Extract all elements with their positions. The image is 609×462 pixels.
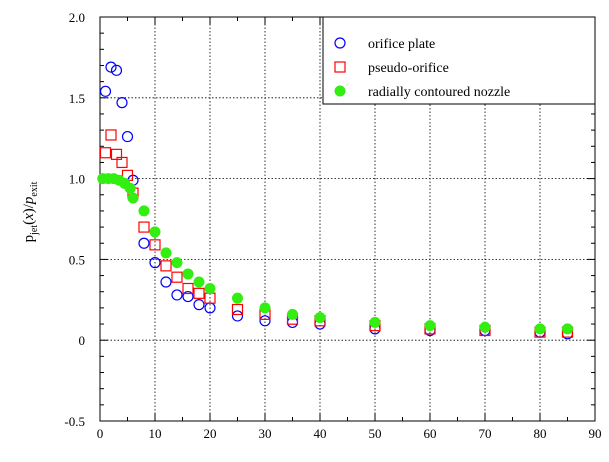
legend-label-radially-contoured-nozzle: radially contoured nozzle (368, 85, 510, 100)
x-tick-label: 70 (479, 426, 492, 441)
radially-contoured-nozzle-point (562, 323, 573, 335)
radially-contoured-nozzle-point (479, 321, 491, 333)
orifice-plate-point (193, 299, 205, 311)
orifice-plate-point (121, 130, 134, 143)
orifice-plate-point (116, 97, 128, 109)
pseudo-orifice-point (231, 303, 244, 316)
radially-contoured-nozzle-point (127, 192, 139, 204)
orifice-plate-point (171, 289, 183, 301)
radially-contoured-nozzle-point (149, 226, 161, 238)
orifice-plate-point (182, 290, 194, 303)
x-tick-label: 30 (259, 426, 272, 441)
radially-contoured-nozzle-point (424, 320, 436, 332)
pseudo-orifice-point (138, 221, 150, 233)
x-tick-label: 0 (97, 426, 104, 441)
x-tick-label: 60 (424, 426, 437, 441)
legend-label-pseudo-orifice: pseudo-orifice (368, 61, 449, 76)
data-markers (97, 61, 574, 340)
y-tick-label: 0 (79, 333, 86, 348)
y-tick-label: 0.5 (69, 252, 85, 267)
legend-marker-radially-contoured-nozzle (334, 85, 346, 97)
radially-contoured-nozzle-point (171, 257, 183, 269)
radially-contoured-nozzle-point (182, 268, 194, 280)
x-tick-label: 40 (314, 426, 327, 441)
pseudo-orifice-point (116, 156, 128, 169)
x-tick-label: 80 (534, 426, 547, 441)
y-tick-label: 1.0 (69, 172, 85, 187)
radially-contoured-nozzle-point (314, 312, 326, 324)
pseudo-orifice-point (105, 129, 117, 141)
orifice-plate-point (259, 315, 271, 327)
orifice-plate-point (231, 310, 244, 322)
y-axis-label: pjet(x)/pexit (21, 181, 40, 242)
radially-contoured-nozzle-point (259, 302, 271, 314)
pseudo-orifice-point (99, 147, 112, 159)
radially-contoured-nozzle-point (193, 276, 205, 288)
x-tick-label: 10 (149, 426, 162, 441)
radially-contoured-nozzle-point (138, 205, 150, 217)
radially-contoured-nozzle-point (369, 316, 381, 328)
radially-contoured-nozzle-point (160, 247, 172, 259)
legend-box (322, 16, 596, 105)
radially-contoured-nozzle-point (534, 323, 546, 335)
radially-contoured-nozzle-point (287, 308, 298, 320)
pseudo-orifice-point (160, 260, 172, 272)
x-tick-label: 50 (369, 426, 382, 441)
y-tick-label: 1.5 (69, 91, 85, 106)
x-tick-label: 90 (589, 426, 602, 441)
y-tick-label: -0.5 (64, 414, 85, 429)
pseudo-orifice-point (149, 239, 161, 251)
radially-contoured-nozzle-point (124, 182, 136, 194)
pseudo-orifice-point (171, 271, 183, 283)
orifice-plate-point (149, 257, 161, 269)
pseudo-orifice-point (193, 287, 205, 299)
orifice-plate-point (138, 237, 150, 249)
legend-marker-orifice-plate (334, 37, 346, 49)
y-tick-label: 2.0 (69, 10, 85, 25)
orifice-plate-point (110, 64, 123, 76)
orifice-plate-point (105, 61, 117, 73)
legend: orifice plate pseudo-orifice radially co… (322, 16, 596, 105)
legend-label-orifice-plate: orifice plate (368, 37, 435, 52)
orifice-plate-point (160, 276, 172, 288)
legend-marker-pseudo-orifice (334, 61, 346, 73)
x-tick-label: 20 (204, 426, 217, 441)
radially-contoured-nozzle-point (232, 292, 243, 304)
radially-contoured-nozzle-point (204, 282, 216, 294)
pseudo-orifice-point (182, 282, 194, 295)
orifice-plate-point (99, 85, 112, 97)
